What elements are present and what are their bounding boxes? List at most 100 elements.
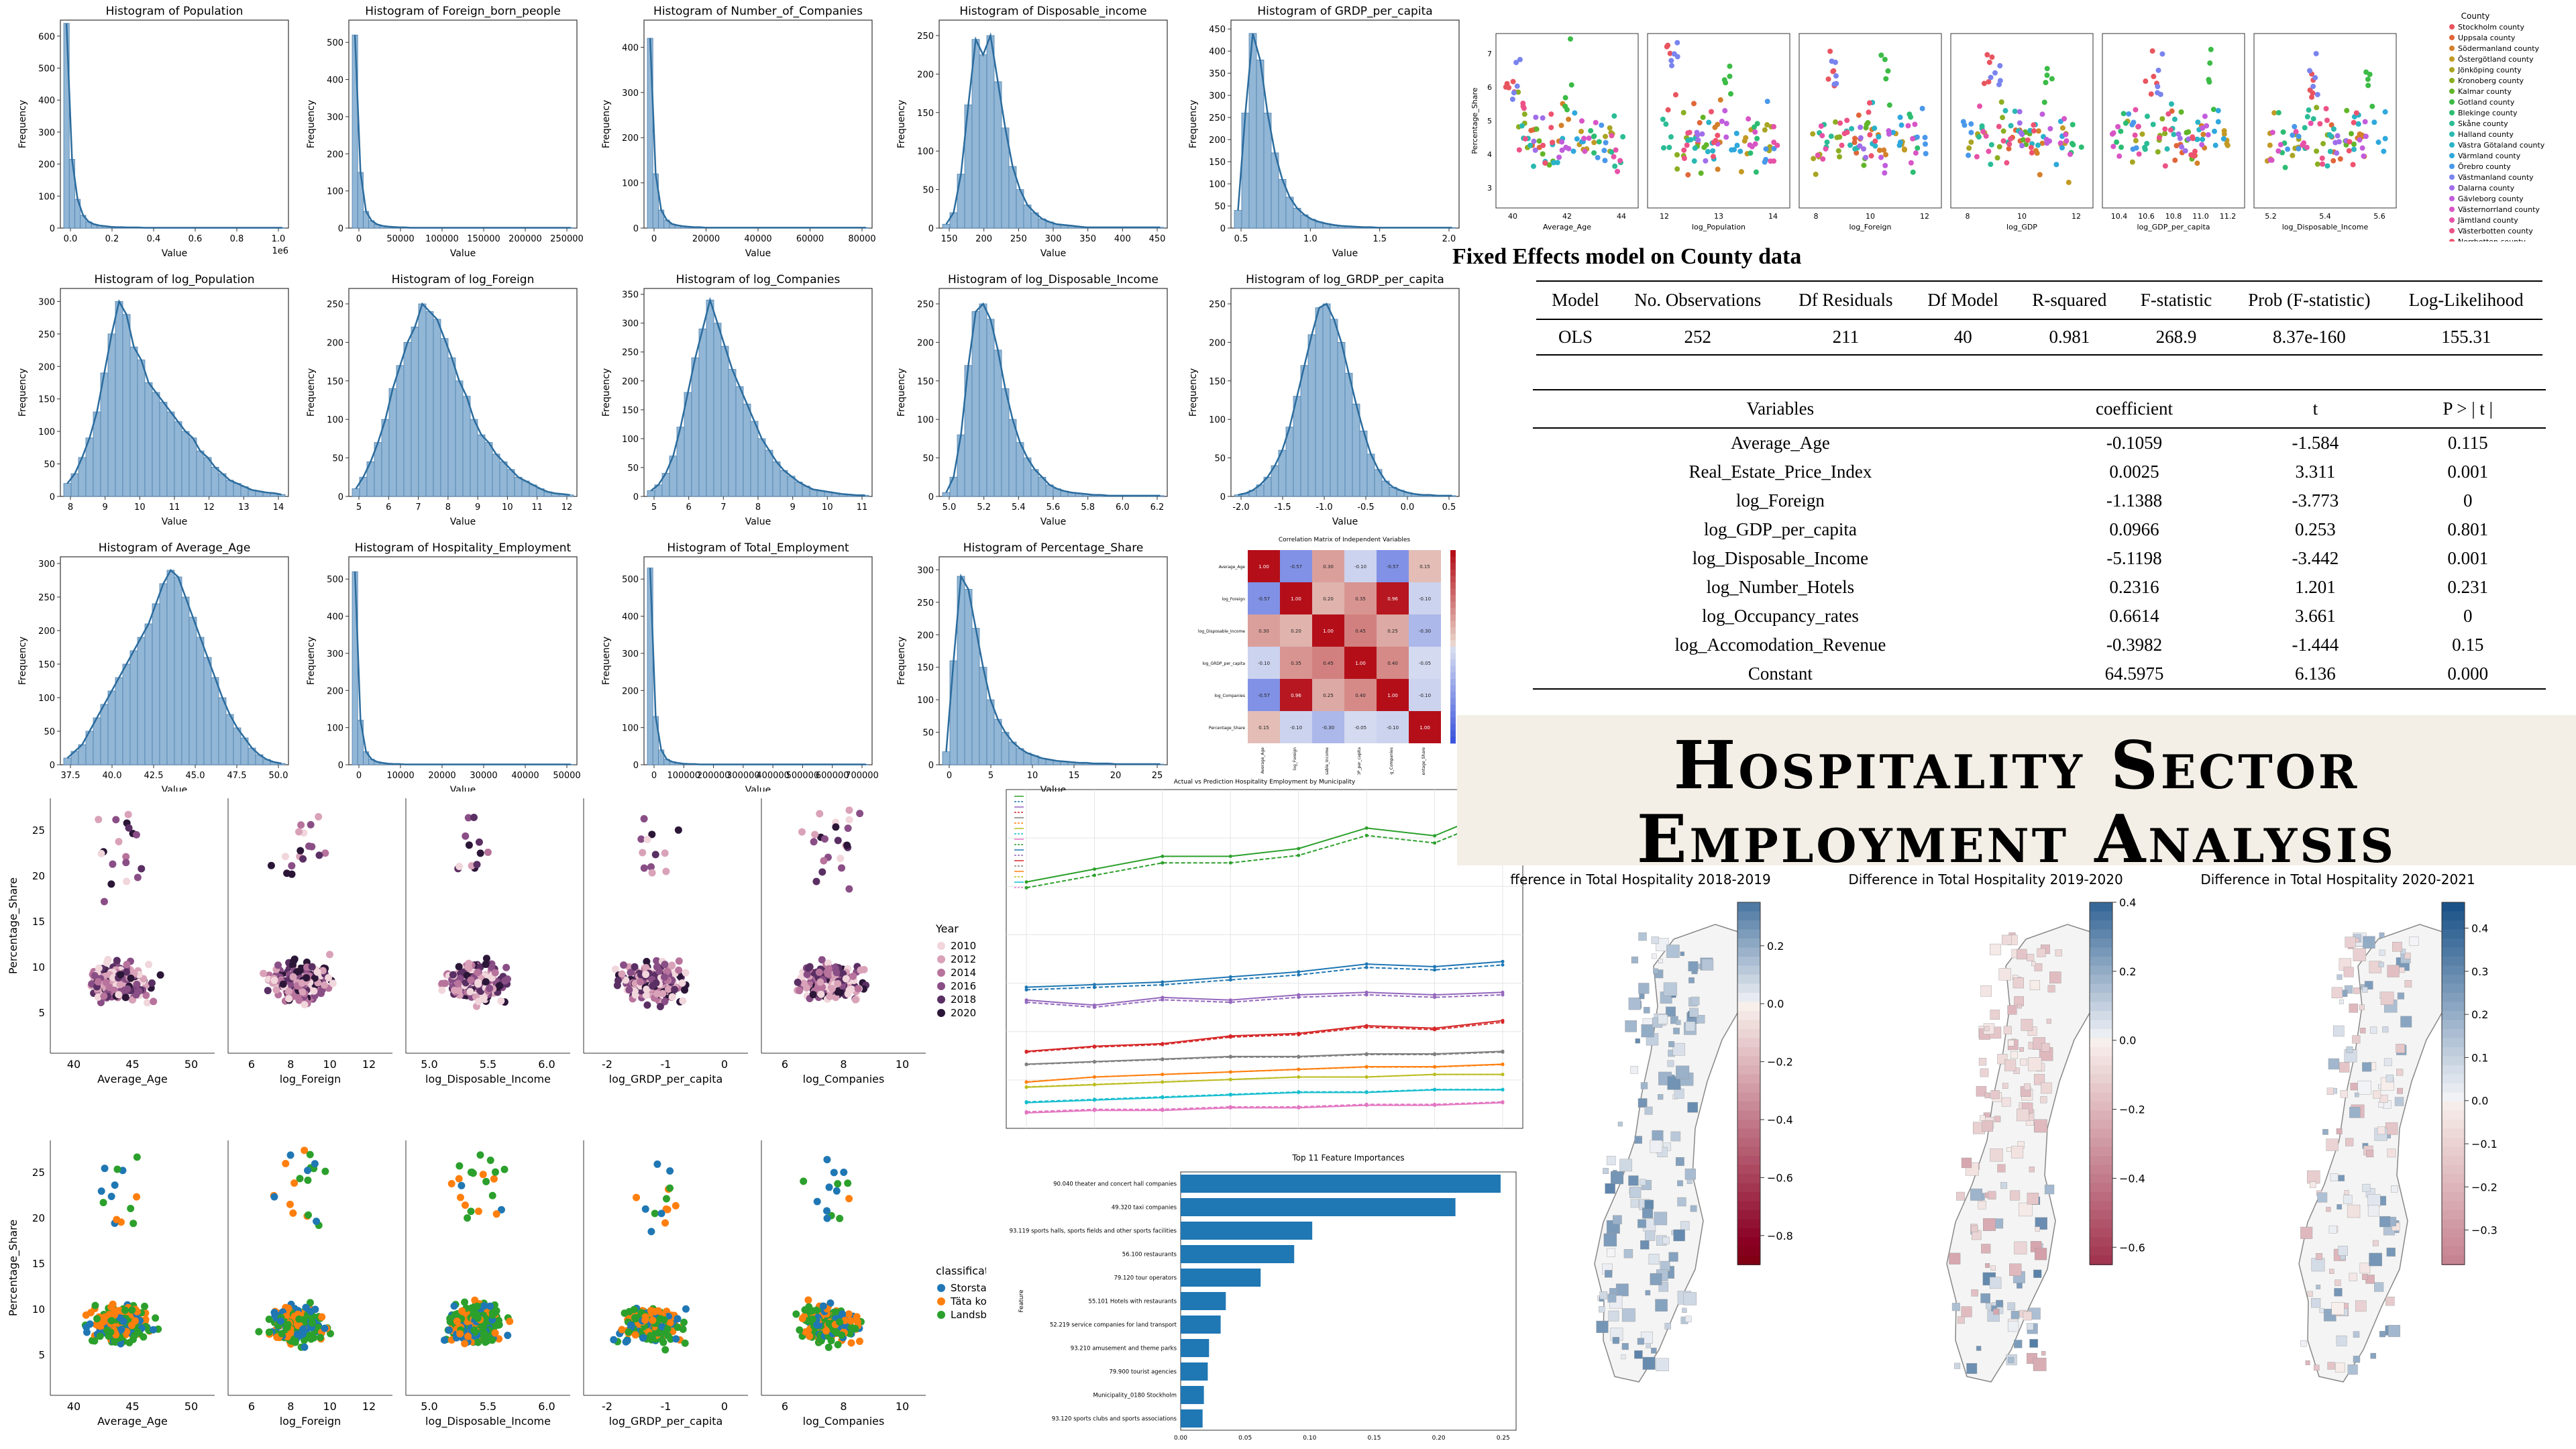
- scatter-point: [2039, 140, 2045, 146]
- scatter-point: [1527, 142, 1534, 148]
- heatmap-value: 0.20: [1323, 596, 1334, 602]
- scatter-point: [1810, 131, 1816, 137]
- scatter-point: [2282, 164, 2288, 170]
- heatmap-cell: [1409, 711, 1441, 743]
- histogram-panel: Histogram of Percentage_Share05010015020…: [896, 541, 1168, 792]
- x-tick-label: -2.0: [1232, 502, 1249, 513]
- sweden-maps: Difference in Total Hospitality 2018-201…: [1509, 871, 2498, 1383]
- legend-label: Dalarna county: [2458, 184, 2515, 193]
- scatter-point: [625, 986, 633, 994]
- x-tick-label: 11.2: [2220, 212, 2237, 221]
- scatter-point: [326, 951, 334, 959]
- scatter-point: [1603, 133, 1609, 140]
- scatter-point: [122, 859, 130, 867]
- histogram-bar: [713, 323, 722, 497]
- scatter-point: [107, 880, 115, 888]
- scatter-point: [1876, 133, 1882, 140]
- x-tick-label: 12: [2072, 212, 2081, 221]
- scatter-point: [666, 1319, 674, 1327]
- series-line: [1026, 1051, 1503, 1065]
- scatter-point: [329, 979, 337, 987]
- scatter-point: [653, 1160, 661, 1168]
- heatmap-cell: [1280, 711, 1312, 743]
- legend-label: Jönköping county: [2457, 66, 2522, 74]
- scatter-point: [2133, 145, 2139, 151]
- series-line: [1026, 1089, 1503, 1104]
- histogram-title: Histogram of log_Companies: [676, 273, 841, 286]
- coef-cell: 3.661: [2294, 606, 2336, 626]
- x-tick-label: 45: [125, 1058, 139, 1071]
- scatter-point: [2144, 141, 2150, 147]
- series-line: [1026, 1020, 1503, 1053]
- scatter-point: [2208, 46, 2214, 52]
- x-tick-label: 5.0: [421, 1400, 437, 1413]
- scatter-point: [2114, 139, 2120, 145]
- legend-label: Landsbygdskommuner: [951, 1309, 986, 1321]
- y-tick-label: 50: [44, 460, 55, 470]
- scatter-point: [1865, 119, 1871, 125]
- scatter-point: [1811, 156, 1817, 162]
- scatter-point: [655, 967, 663, 975]
- colorbar-segment: [1737, 1246, 1760, 1256]
- legend-marker: [937, 1284, 945, 1292]
- scatter-point: [2320, 141, 2326, 147]
- histogram-panel: Histogram of Total_Employment01002003004…: [601, 541, 879, 792]
- coef-cell: -1.1388: [2106, 490, 2163, 511]
- legend-title: Year: [935, 922, 959, 935]
- y-axis-label: Frequency: [17, 100, 28, 148]
- municipality-region: [1690, 996, 1700, 1006]
- series-point: [1161, 980, 1165, 984]
- feature-bar: [1181, 1269, 1261, 1287]
- legend-label: Gotland county: [2458, 98, 2515, 107]
- colorbar-segment: [1450, 621, 1456, 628]
- scatter-point: [1665, 42, 1671, 48]
- scatter-point: [826, 992, 834, 1000]
- histogram-bar: [166, 570, 175, 765]
- histogram-bar: [492, 453, 500, 497]
- heatmap-value: 1.00: [1419, 725, 1430, 731]
- scatter-point: [1734, 142, 1740, 148]
- series-point: [1161, 996, 1165, 1000]
- municipality-region: [2007, 1005, 2017, 1015]
- histogram-bar: [166, 411, 175, 497]
- coef-cell: -1.584: [2292, 433, 2339, 453]
- series-point: [1433, 1087, 1437, 1091]
- x-tick-label: 200: [975, 234, 992, 244]
- scatter-point: [286, 980, 294, 988]
- colorbar-segment: [1737, 947, 1760, 957]
- scatter-point: [91, 1301, 99, 1309]
- scatter-point: [834, 979, 842, 987]
- scatter-point: [438, 986, 446, 994]
- series-point: [1297, 1055, 1301, 1059]
- summary-cell: 8.37e-160: [2229, 319, 2390, 356]
- legend-label: Blekinge county: [2458, 109, 2518, 117]
- heatmap-value: -0.10: [1354, 564, 1366, 570]
- scatter-point: [1883, 76, 1889, 82]
- scatter-point: [1719, 118, 1725, 124]
- scatter-point: [1671, 51, 1677, 57]
- heatmap-cell: [1409, 679, 1441, 711]
- scatter-point: [1620, 133, 1626, 140]
- x-tick-label: 0.25: [1497, 1435, 1510, 1442]
- municipality-region: [1646, 1343, 1651, 1348]
- coef-row: Average_Age -0.1059 -1.584 0.115: [1533, 428, 2546, 458]
- histogram-bar: [181, 431, 190, 497]
- histogram-bar: [1315, 307, 1324, 497]
- scatter-point: [2362, 119, 2368, 125]
- series-point: [1228, 1092, 1232, 1096]
- scatter-point: [666, 1184, 674, 1192]
- scatter-point: [488, 1191, 496, 1199]
- histogram-bar: [772, 461, 781, 497]
- y-tick-label: 400: [622, 43, 639, 53]
- scatter-point: [2314, 161, 2320, 167]
- legend-marker: [2449, 217, 2455, 223]
- col-label: log_Foreign: [1293, 747, 1297, 771]
- scatter-point: [458, 1181, 466, 1189]
- scatter-point: [2215, 119, 2221, 125]
- scatter-point: [2382, 136, 2388, 142]
- feature-label: Municipality_0180 Stockholm: [1093, 1393, 1177, 1399]
- scatter-point: [2023, 142, 2029, 148]
- y-axis-label: Frequency: [17, 637, 28, 685]
- scatter-point: [1727, 63, 1733, 69]
